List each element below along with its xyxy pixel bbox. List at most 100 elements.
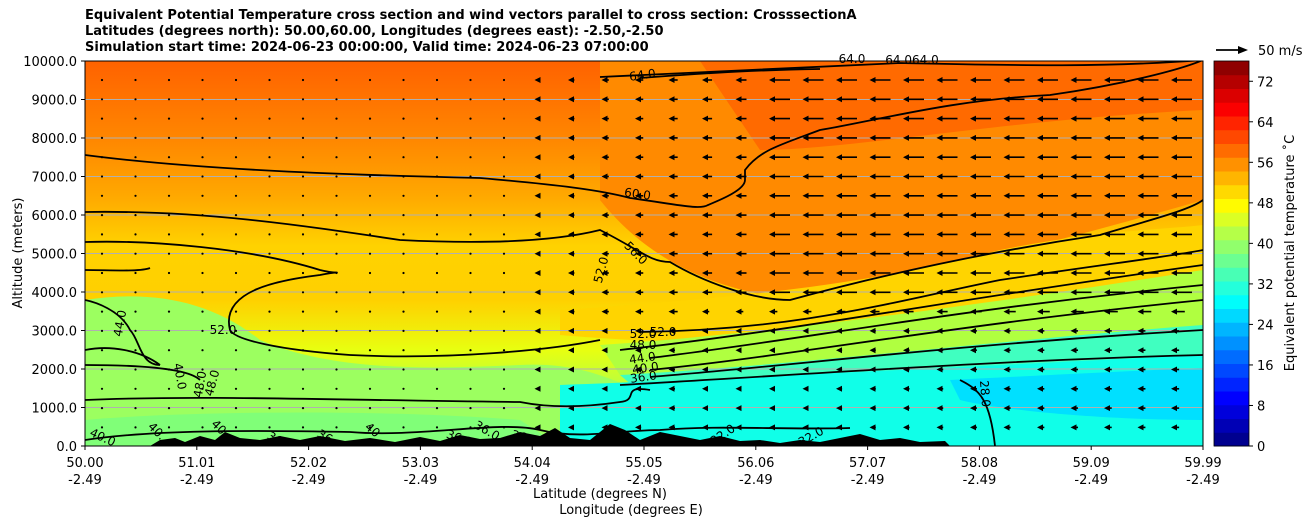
wind-arrowhead [635,192,641,199]
wind-arrowhead [1205,270,1211,276]
wind-arrowhead [903,308,909,315]
wind-arrow [268,329,271,332]
wind-arrowhead [702,231,708,238]
wind-arrowhead [802,212,809,219]
wind-arrowhead [869,385,876,392]
wind-arrow [268,407,271,410]
wind-arrowhead [1037,192,1043,199]
wind-arrowhead [1037,212,1043,219]
contour-bottom [85,426,851,441]
wind-arrow [402,214,405,217]
wind-arrow [469,117,472,120]
wind-arrow [301,175,305,178]
wind-arrowhead [635,366,641,373]
wind-arrowhead [534,405,541,412]
wind-arrowhead [1205,386,1211,392]
wind-arrowhead [903,405,909,412]
wind-arrowhead [869,347,876,354]
wind-arrowhead [936,347,943,354]
wind-arrowhead [1137,308,1144,315]
wind-arrow [134,117,137,120]
wind-arrowhead [970,289,976,296]
wind-arrowhead [970,115,976,122]
wind-arrowhead [534,115,541,122]
wind-arrowhead [1037,366,1043,373]
wind-arrow [502,368,506,371]
wind-arrowhead [1003,154,1010,161]
wind-arrow [234,426,238,429]
wind-arrow [234,407,238,410]
wind-arrowhead [802,96,809,103]
x-axis-title-lon: Longitude (degrees E) [559,503,703,518]
wind-arrow [167,329,171,332]
wind-arrow [268,387,271,390]
wind-arrowhead [601,289,608,296]
wind-arrow [268,252,271,255]
wind-arrowhead [1070,231,1077,238]
wind-arrowhead [869,405,876,412]
wind-arrow [268,156,271,159]
wind-arrowhead [1171,424,1177,431]
wind-arrow [134,310,137,313]
wind-arrowhead [1171,347,1177,354]
contour-36 [649,329,1203,378]
contour-label: 36 [510,427,528,444]
wind-arrowhead [1070,154,1077,161]
wind-arrowhead [1003,77,1010,83]
wind-arrowhead [869,154,876,161]
wind-arrowhead [1171,173,1177,180]
colorbar-segment [1214,336,1249,351]
wind-arrowhead [1104,115,1110,122]
wind-arrowhead [1070,289,1077,296]
wind-arrowhead [1137,173,1144,180]
wind-arrowhead [802,289,809,296]
wind-arrow [201,194,204,197]
wind-arrow [335,329,338,332]
wind-arrow [402,78,405,82]
wind-arrowhead [635,96,641,103]
wind-arrow [301,233,305,236]
wind-arrowhead [936,192,943,199]
wind-arrowhead [1104,347,1110,354]
wind-arrow [201,329,204,332]
wind-arrowhead [970,385,976,392]
wind-arrow [100,271,104,275]
wind-arrowhead [568,115,574,122]
wind-arrowhead [601,173,608,180]
wind-arrowhead [869,250,876,257]
wind-arrowhead [769,154,775,161]
wind-arrowhead [869,134,876,141]
wind-arrow [268,271,271,275]
wind-arrow [301,368,305,371]
wind-arrow [335,291,338,294]
colorbar-segment [1214,102,1249,117]
wind-arrowhead [1104,308,1110,315]
wind-arrowhead [836,347,842,354]
wind-arrowhead [869,96,876,103]
wind-arrow [402,136,405,139]
wind-arrowhead [903,250,909,257]
wind-arrowhead [668,154,675,161]
wind-arrow [268,310,271,313]
wind-arrowhead [534,154,541,161]
wind-arrowhead [769,192,775,199]
wind-arrow [201,214,204,217]
wind-arrowhead [568,250,574,257]
y-tick-label: 5000.0 [32,248,78,263]
terrain [150,424,950,446]
wind-arrowhead [568,347,574,354]
wind-arrow [301,349,305,352]
wind-arrow [268,175,271,178]
wind-arrow [402,368,405,371]
wind-arrowhead [668,327,675,334]
wind-arrow [368,98,372,101]
wind-arrowhead [568,96,574,103]
wind-arrowhead [769,115,775,122]
wind-arrow [301,271,305,275]
wind-arrowhead [668,366,675,373]
x-tick-label-lon: -2.49 [963,473,997,488]
wind-arrow [502,407,506,410]
contour-48 [85,264,1203,351]
wind-arrowhead [1137,289,1144,296]
wind-arrowhead [1070,250,1077,257]
